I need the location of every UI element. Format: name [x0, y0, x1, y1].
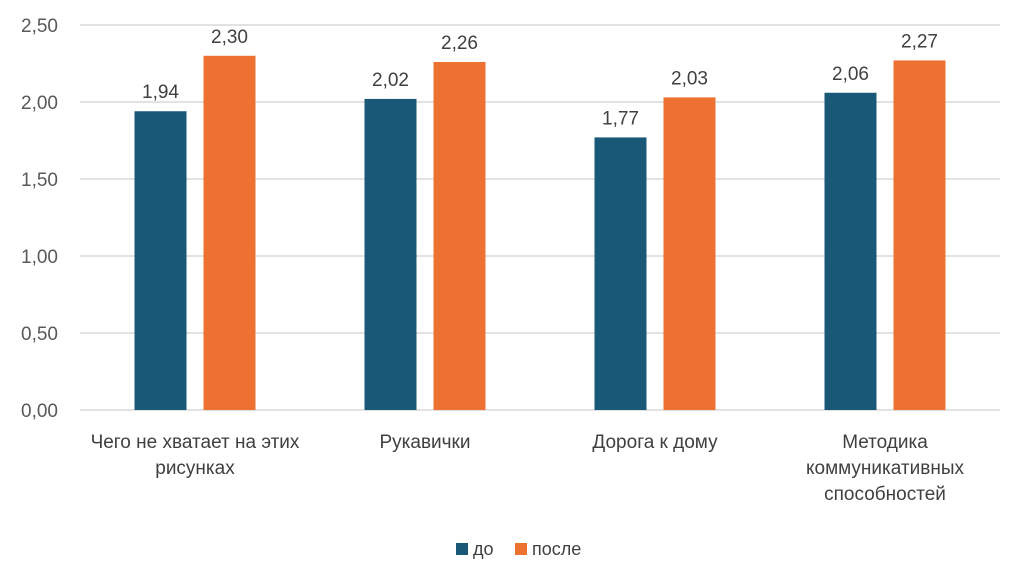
legend: до после — [456, 539, 581, 559]
legend-label: до — [473, 539, 494, 559]
data-label: 2,03 — [671, 68, 708, 89]
y-tick-label: 0,50 — [21, 324, 58, 345]
y-axis: 0,00 0,50 1,00 1,50 2,00 2,50 — [21, 16, 58, 422]
data-label: 2,02 — [372, 70, 409, 91]
x-category-label-line: рисунках — [155, 458, 235, 479]
bar-до — [364, 98, 417, 411]
bar-после — [663, 97, 716, 410]
x-category-label: Рукавички — [379, 432, 470, 453]
legend-swatch-после — [515, 543, 527, 555]
data-labels: 1,94 2,30 2,02 2,26 1,77 2,03 2,06 2,27 — [142, 27, 938, 130]
data-label: 2,27 — [901, 31, 938, 52]
data-label: 1,77 — [602, 108, 639, 129]
bar-после — [203, 55, 256, 411]
x-category-label-line: способностей — [824, 484, 946, 505]
y-tick-label: 1,50 — [21, 170, 58, 191]
data-label: 2,26 — [441, 33, 478, 54]
x-category-label: Методика коммуникативных способностей — [806, 432, 964, 505]
data-label: 2,30 — [211, 27, 248, 48]
x-category-label-line: Рукавички — [379, 432, 470, 453]
x-category-label-line: Дорога к дому — [592, 432, 718, 453]
bar-до — [134, 111, 187, 411]
bar-после — [893, 60, 946, 411]
x-category-label-line: коммуникативных — [806, 458, 964, 479]
data-label: 1,94 — [142, 82, 179, 103]
x-category-label-line: Методика — [842, 432, 928, 453]
bar-до — [824, 92, 877, 410]
x-category-label: Чего не хватает на этих рисунках — [91, 432, 300, 479]
y-tick-label: 0,00 — [21, 401, 58, 422]
data-label: 2,06 — [832, 64, 869, 85]
y-tick-label: 1,00 — [21, 247, 58, 268]
x-category-label-line: Чего не хватает на этих — [91, 432, 300, 453]
legend-label: после — [532, 539, 581, 559]
legend-swatch-до — [456, 543, 468, 555]
x-category-label: Дорога к дому — [592, 432, 718, 453]
y-tick-label: 2,00 — [21, 93, 58, 114]
bar-после — [433, 61, 486, 411]
bar-до — [594, 137, 647, 411]
bars — [134, 55, 946, 411]
y-tick-label: 2,50 — [21, 16, 58, 37]
x-axis: Чего не хватает на этих рисунках Рукавички… — [91, 432, 965, 505]
